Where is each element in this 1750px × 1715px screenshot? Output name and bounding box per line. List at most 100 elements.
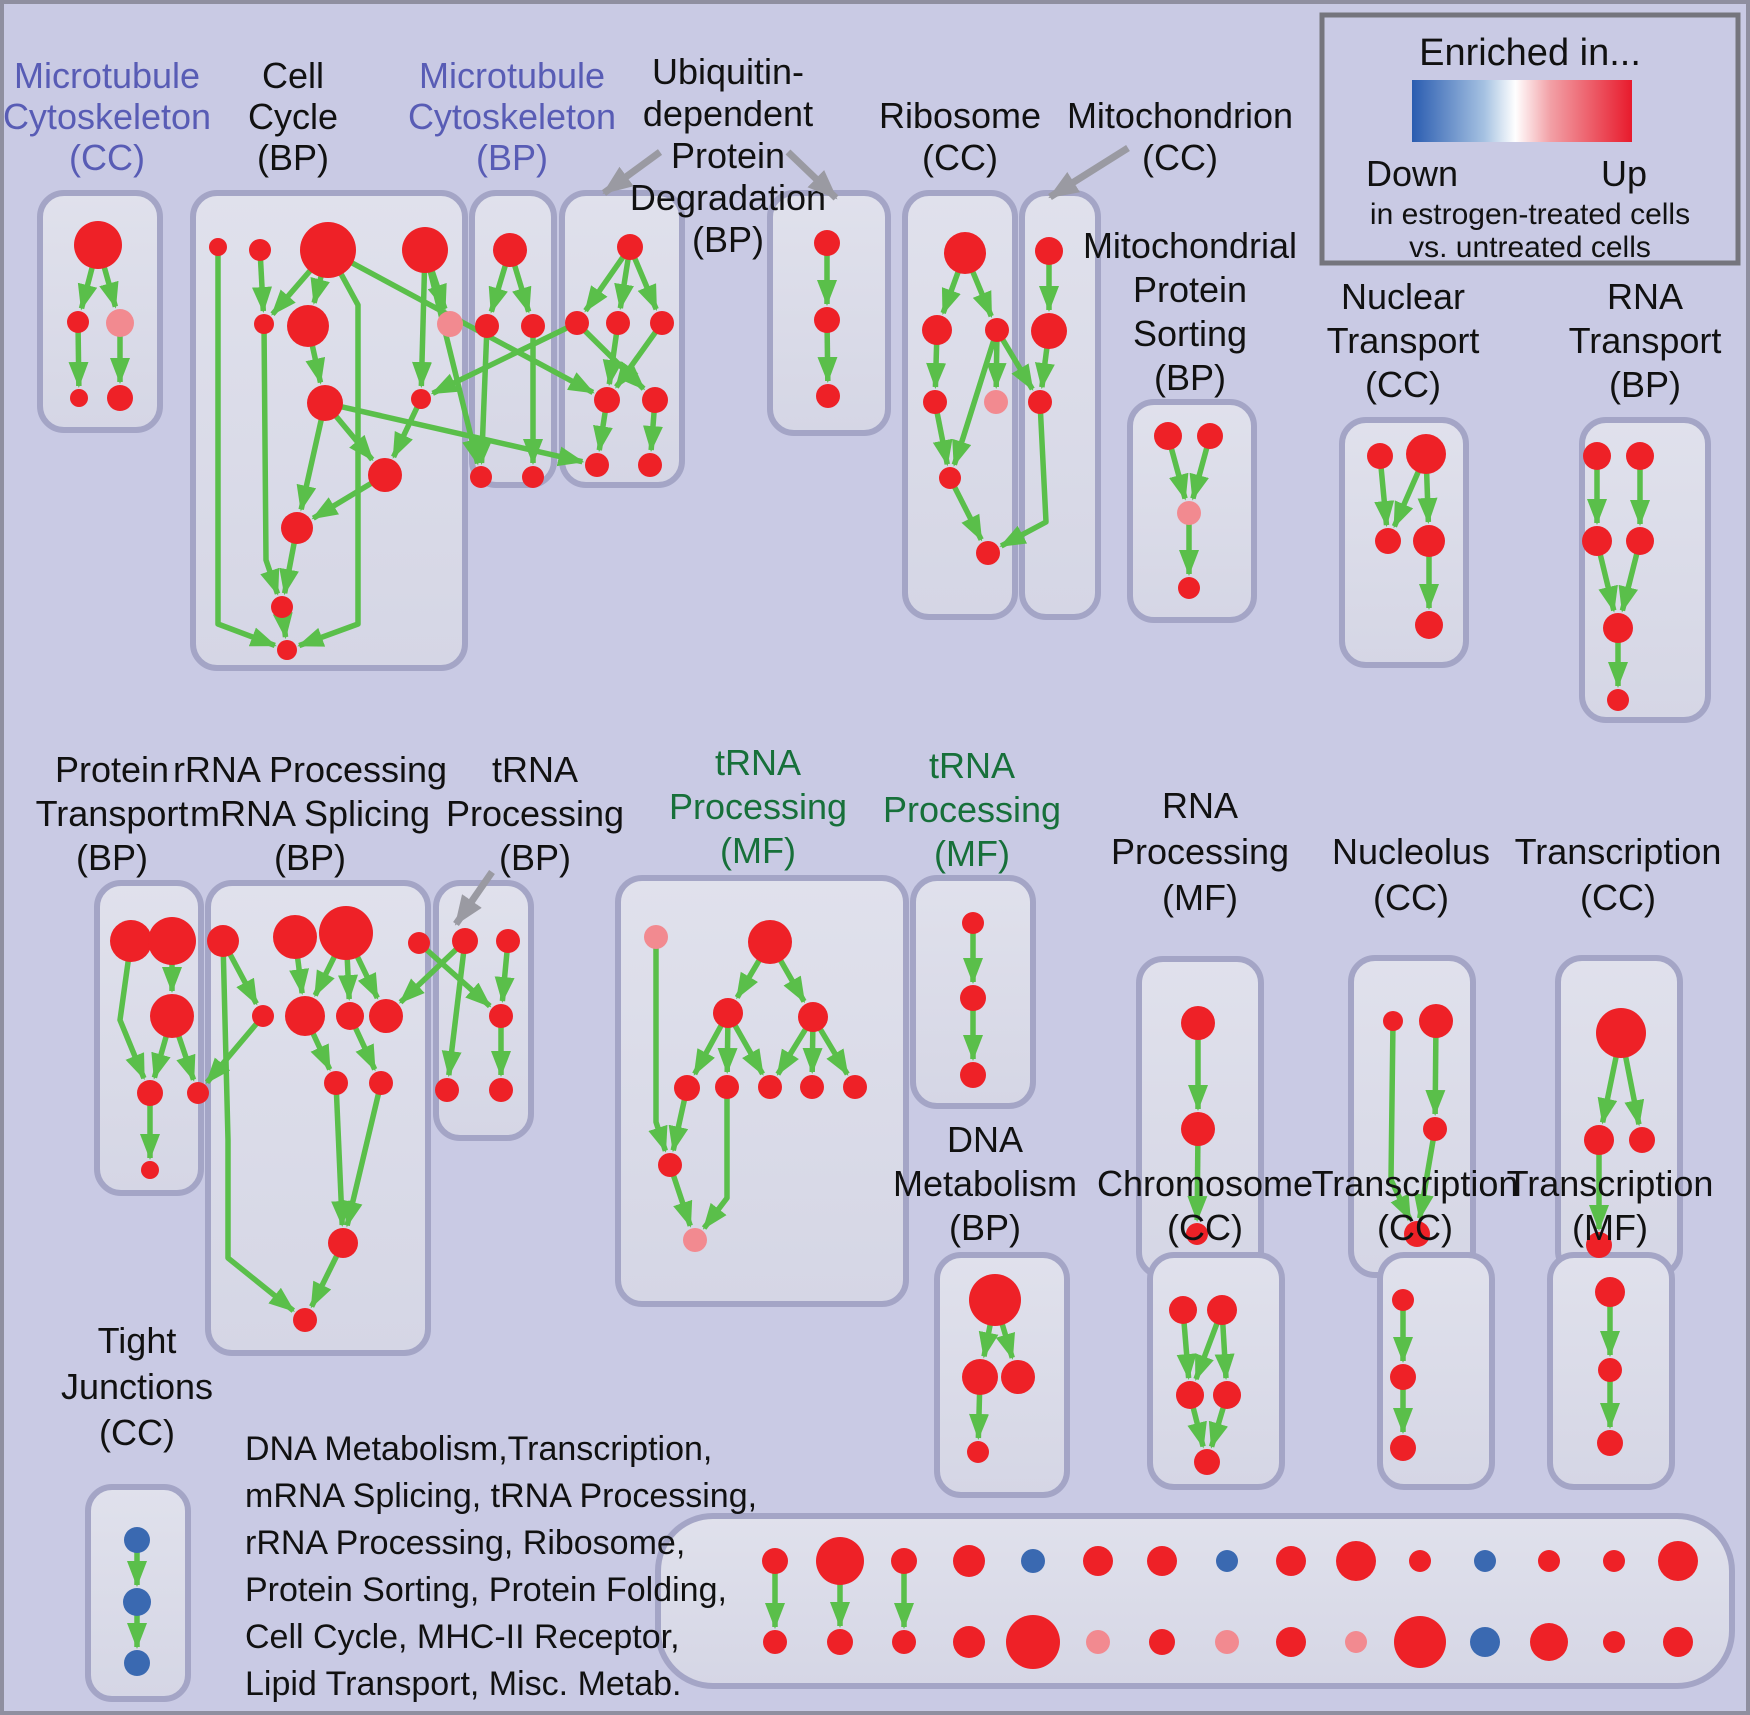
cluster-label-rrna-processing-mrna-splicing: rRNA Processing: [173, 749, 447, 790]
network-edge: [297, 248, 361, 649]
network-node: [150, 994, 194, 1038]
cluster-label-trna-processing-mf-2: tRNA: [929, 745, 1015, 786]
cluster-label-transcription-cc-2: Transcription: [1312, 1163, 1519, 1204]
cluster-box-rrna-processing-mrna-splicing: [205, 880, 431, 1356]
cluster-label-nuclear-transport: Transport: [1327, 320, 1480, 361]
network-node: [1213, 1381, 1241, 1409]
network-node: [319, 906, 373, 960]
network-node: [715, 1075, 739, 1099]
network-node: [1181, 1006, 1215, 1040]
network-edge: [701, 1087, 730, 1230]
network-node: [1035, 237, 1063, 265]
network-node: [124, 1527, 150, 1553]
network-node: [962, 912, 984, 934]
network-node: [985, 318, 1009, 342]
network-node: [585, 453, 609, 477]
network-node: [368, 458, 402, 492]
network-node: [521, 314, 545, 338]
network-node: [1367, 443, 1393, 469]
legend-subtitle-line1: in estrogen-treated cells: [1370, 198, 1690, 231]
network-node: [522, 466, 544, 488]
network-edge: [296, 402, 328, 512]
network-node: [287, 305, 329, 347]
cluster-label-trna-processing-bp: (BP): [499, 837, 571, 878]
network-node: [496, 929, 520, 953]
network-edge: [260, 323, 281, 596]
network-node: [1423, 1117, 1447, 1141]
network-node: [1001, 1360, 1035, 1394]
cluster-label-rna-transport: RNA: [1607, 276, 1683, 317]
network-node: [1169, 1296, 1197, 1324]
network-node: [1390, 1364, 1416, 1390]
network-edge: [417, 940, 492, 1009]
network-node: [141, 1161, 159, 1179]
cluster-label-ubiquitin-degradation: Ubiquitin-: [652, 51, 804, 92]
network-node: [944, 232, 986, 274]
network-node: [960, 985, 986, 1011]
network-node: [1595, 1277, 1625, 1307]
network-node: [285, 996, 325, 1036]
network-node: [1413, 525, 1445, 557]
network-node: [1530, 1623, 1568, 1661]
network-edge: [999, 401, 1049, 549]
cluster-label-cell-cycle: (BP): [257, 137, 329, 178]
network-edge: [614, 321, 665, 389]
network-node: [1603, 1631, 1625, 1653]
network-node: [1178, 577, 1200, 599]
network-node: [816, 384, 840, 408]
cluster-label-microtubule-bp: Cytoskeleton: [408, 96, 616, 137]
network-node: [1345, 1631, 1367, 1653]
network-edge: [472, 325, 493, 466]
network-node: [1186, 1223, 1208, 1245]
network-node: [1207, 1295, 1237, 1325]
network-node: [489, 1078, 513, 1102]
network-nodes-layer: [67, 221, 1698, 1676]
cluster-label-rna-processing-mf: Processing: [1111, 831, 1289, 872]
ubiquitin-arrow-left: [601, 149, 663, 196]
legend-gradient-bar: [1412, 80, 1632, 142]
network-node: [1336, 1541, 1376, 1581]
network-node: [1028, 390, 1052, 414]
network-node: [713, 998, 743, 1028]
cluster-label-rna-processing-mf: RNA: [1162, 785, 1238, 826]
network-node: [1194, 1449, 1220, 1475]
network-node: [254, 314, 274, 334]
cluster-label-rrna-processing-mrna-splicing: (BP): [274, 837, 346, 878]
network-node: [1383, 1011, 1403, 1031]
network-node: [674, 1075, 700, 1101]
cluster-label-chromosome: (CC): [1167, 1207, 1243, 1248]
network-node: [642, 387, 668, 413]
network-node: [891, 1548, 917, 1574]
mitochondrion-arrow: [1048, 145, 1130, 200]
network-node: [922, 315, 952, 345]
cluster-label-tight-junctions: Tight: [98, 1320, 177, 1361]
network-node: [281, 512, 313, 544]
network-node: [1596, 1008, 1646, 1058]
network-node: [148, 917, 196, 965]
cluster-label-tight-junctions: (CC): [99, 1412, 175, 1453]
cluster-label-nucleolus: Nucleolus: [1332, 831, 1490, 872]
network-node: [1154, 422, 1182, 450]
network-edge: [947, 476, 984, 542]
cluster-label-chromosome: Chromosome: [1097, 1163, 1313, 1204]
network-node: [923, 390, 947, 414]
network-node: [762, 1548, 788, 1574]
cluster-label-dna-metabolism: DNA: [947, 1119, 1023, 1160]
network-node: [763, 1630, 787, 1654]
network-node: [814, 230, 840, 256]
cluster-label-dna-metabolism: (BP): [949, 1207, 1021, 1248]
network-node: [658, 1153, 682, 1177]
network-node: [110, 920, 152, 962]
legend-up-label: Up: [1601, 153, 1647, 194]
network-edge: [951, 329, 1000, 467]
cluster-label-rrna-processing-mrna-splicing: mRNA Splicing: [190, 793, 430, 834]
cluster-label-ubiquitin-degradation: dependent: [643, 93, 813, 134]
cluster-label-microtubule-cc: Microtubule: [14, 55, 200, 96]
cluster-label-ubiquitin-degradation: Degradation: [630, 177, 826, 218]
note-text-layer: DNA Metabolism,Transcription, mRNA Splici…: [245, 1430, 757, 1703]
network-node: [1603, 1550, 1625, 1572]
network-node: [137, 1080, 163, 1106]
cluster-label-nuclear-transport: (CC): [1365, 364, 1441, 405]
